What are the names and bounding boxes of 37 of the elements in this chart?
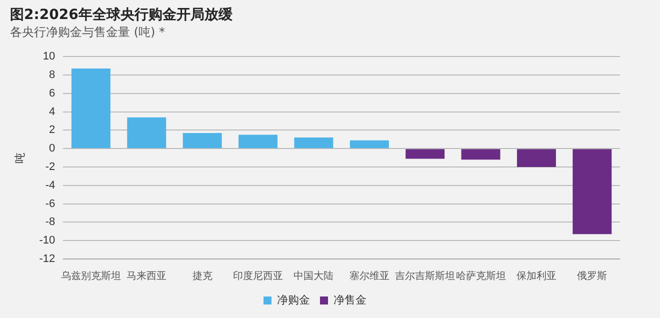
bar xyxy=(406,149,445,159)
legend-label: 净购金 xyxy=(277,294,310,307)
x-tick-label: 中国大陆 xyxy=(294,270,334,282)
y-tick-label: 8 xyxy=(48,69,56,82)
y-tick-label: 4 xyxy=(48,106,56,118)
bar xyxy=(461,149,500,160)
legend-label: 净售金 xyxy=(334,294,366,307)
y-tick-label: -2 xyxy=(45,161,56,174)
y-tick-label: -8 xyxy=(45,216,56,228)
bar xyxy=(572,149,612,234)
x-tick-label: 印度尼西亚 xyxy=(233,270,284,282)
x-tick-label: 保加利亚 xyxy=(516,270,556,282)
x-tick-label: 乌兹别克斯坦 xyxy=(60,270,121,282)
chart-subtitle: 各央行净购金与售金量 (吨) * xyxy=(10,24,166,41)
bar xyxy=(294,138,334,148)
y-tick-label: 2 xyxy=(48,124,56,136)
y-axis-title: 吨 xyxy=(14,152,27,164)
y-tick-label: 10 xyxy=(42,50,56,63)
x-tick-label: 马来西亚 xyxy=(126,270,167,282)
chart-title: 图2:2026年全球央行购金开局放缓 xyxy=(10,6,234,24)
y-tick-label: -10 xyxy=(39,234,56,247)
bar xyxy=(127,117,166,148)
bar xyxy=(350,140,389,148)
bar xyxy=(182,132,222,148)
bar xyxy=(238,134,278,148)
y-tick-label: 0 xyxy=(48,142,56,155)
y-tick-label: -4 xyxy=(45,179,56,192)
x-tick-label: 吉尔吉斯斯坦 xyxy=(395,270,456,282)
y-tick-label: 6 xyxy=(48,87,56,100)
bar xyxy=(516,149,556,167)
x-tick-label: 塞尔维亚 xyxy=(349,270,390,282)
x-tick-label: 捷克 xyxy=(192,270,212,282)
bar xyxy=(71,68,110,148)
x-tick-label: 俄罗斯 xyxy=(577,270,608,282)
y-tick-label: -12 xyxy=(39,253,56,266)
x-tick-label: 哈萨克斯坦 xyxy=(456,270,506,282)
y-tick-label: -6 xyxy=(45,198,56,210)
